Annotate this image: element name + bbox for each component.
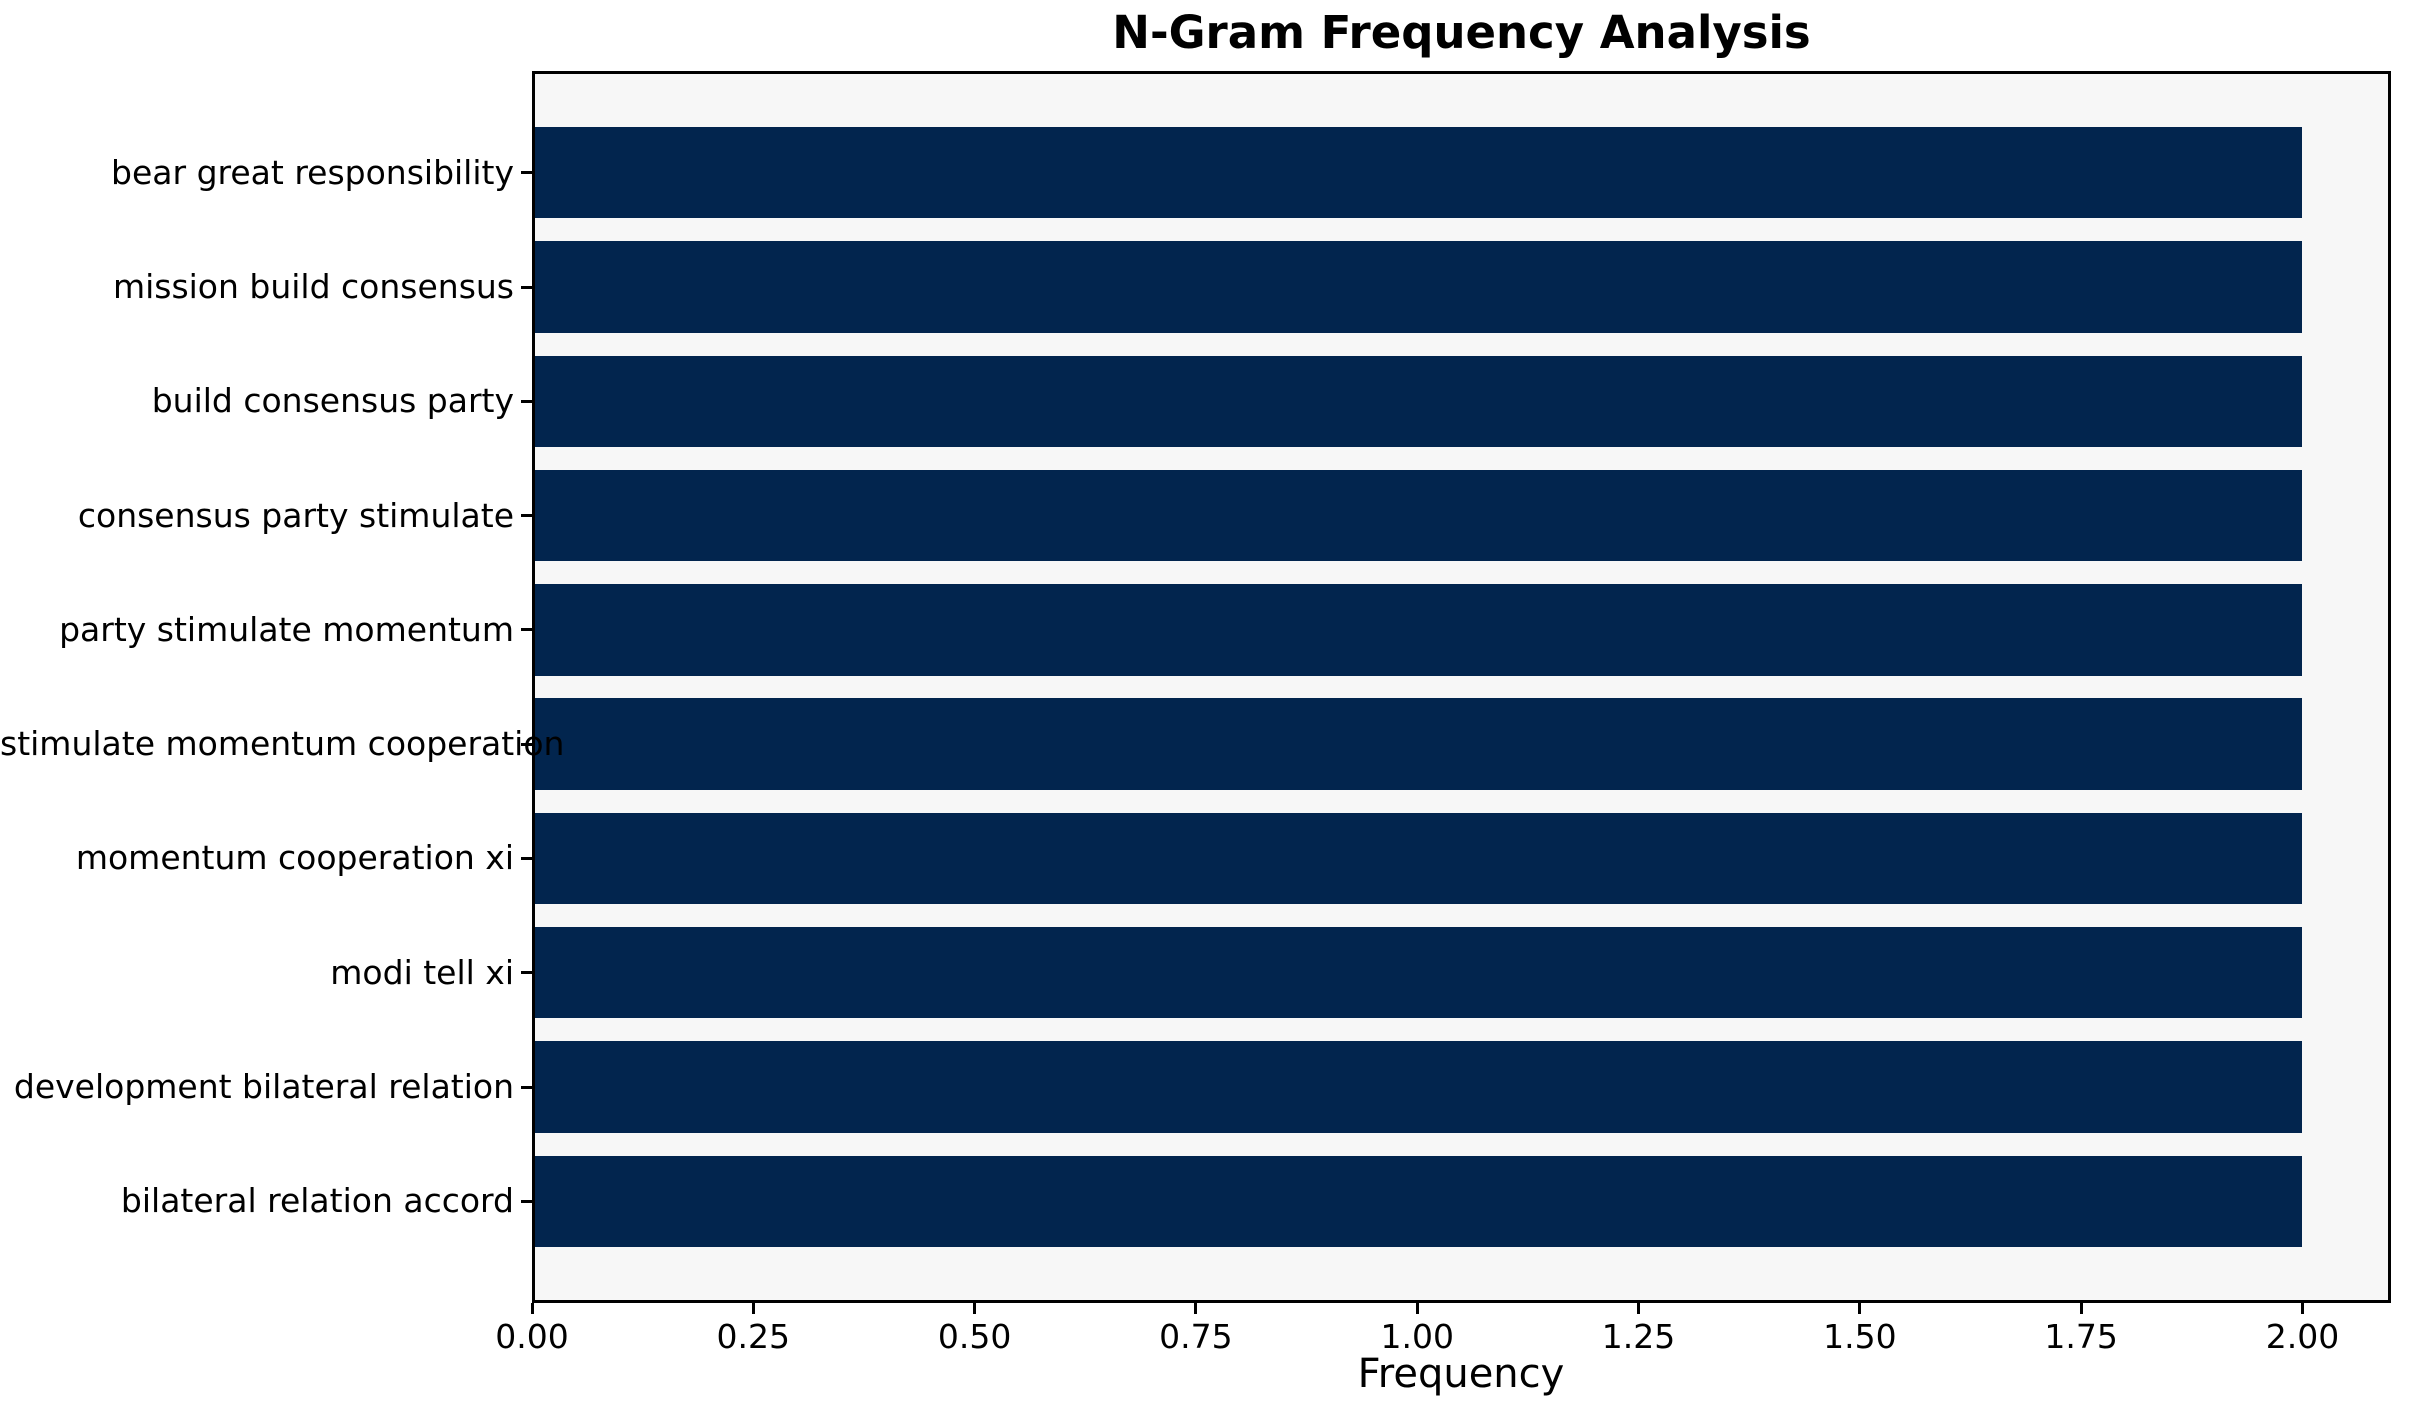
y-tick-mark [521, 1085, 532, 1089]
y-tick-mark [521, 285, 532, 289]
y-tick-label: consensus party stimulate [77, 495, 514, 535]
x-tick-mark [2300, 1303, 2304, 1314]
y-tick-mark [521, 971, 532, 975]
x-tick-mark [2079, 1303, 2083, 1314]
x-tick-label: 1.25 [1601, 1317, 1676, 1356]
y-tick-label: mission build consensus [112, 267, 514, 306]
x-tick-mark [973, 1303, 977, 1314]
bar [532, 927, 2303, 1019]
y-tick-label: build consensus party [151, 381, 514, 421]
bar [532, 469, 2303, 562]
y-tick-mark [521, 742, 532, 746]
bar [532, 1041, 2303, 1133]
y-tick-label: bilateral relation accord [120, 1181, 514, 1221]
x-tick-label: 0.25 [716, 1317, 791, 1356]
chart-title: N-Gram Frequency Analysis [1112, 6, 1811, 59]
y-tick-label: development bilateral relation [13, 1067, 514, 1106]
x-tick-mark [1194, 1303, 1198, 1314]
y-tick-label: modi tell xi [330, 952, 514, 992]
x-tick-mark [530, 1303, 534, 1314]
bar [532, 1155, 2303, 1247]
x-tick-label: 1.75 [2044, 1317, 2118, 1356]
bar [532, 355, 2303, 447]
x-tick-mark [1637, 1303, 1641, 1314]
x-tick-mark [751, 1303, 755, 1314]
y-tick-mark [521, 1199, 532, 1203]
y-tick-mark [521, 514, 532, 518]
x-tick-mark [1858, 1303, 1862, 1314]
bar [532, 584, 2303, 676]
y-tick-mark [521, 171, 532, 175]
bar [532, 698, 2303, 790]
x-tick-label: 0.50 [937, 1317, 1012, 1356]
y-tick-label: bear great responsibility [111, 152, 514, 192]
x-axis-label: Frequency [1357, 1351, 1565, 1397]
bar [532, 127, 2303, 219]
y-tick-mark [521, 628, 532, 632]
y-tick-label: stimulate momentum cooperation [0, 724, 565, 764]
bar [532, 812, 2303, 905]
y-tick-label: momentum cooperation xi [75, 838, 514, 878]
x-tick-label: 0.00 [495, 1317, 569, 1356]
x-tick-mark [1415, 1303, 1419, 1314]
plot-area [532, 71, 2391, 1303]
bar [532, 241, 2303, 333]
x-tick-label: 1.50 [1823, 1317, 1897, 1356]
x-tick-label: 0.75 [1159, 1317, 1233, 1356]
y-tick-mark [521, 399, 532, 403]
y-tick-label: party stimulate momentum [59, 609, 514, 649]
x-tick-label: 2.00 [2265, 1317, 2340, 1356]
y-tick-mark [521, 856, 532, 860]
x-tick-label: 1.00 [1380, 1317, 1454, 1356]
